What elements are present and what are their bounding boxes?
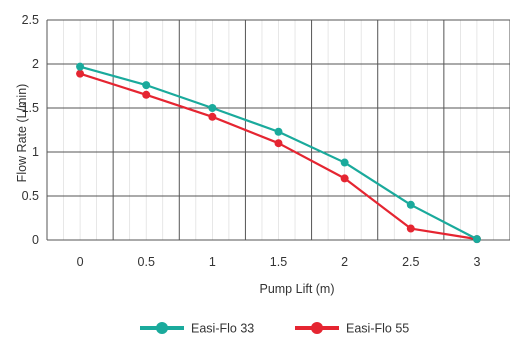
- data-point: [208, 104, 217, 112]
- x-tick-label: 3: [473, 255, 480, 269]
- data-point: [406, 200, 415, 209]
- data-point: [142, 90, 151, 99]
- x-tick-label: 1: [209, 255, 216, 269]
- y-tick-label: 0.5: [22, 189, 39, 203]
- x-tick-label: 0: [77, 255, 84, 269]
- y-tick-label: 2: [32, 57, 39, 71]
- y-tick-label: 1.5: [22, 101, 39, 115]
- x-tick-label: 1.5: [270, 255, 287, 269]
- data-point: [472, 235, 481, 244]
- legend-label: Easi-Flo 55: [346, 322, 409, 336]
- legend-item: Easi-Flo 33: [140, 322, 254, 336]
- y-axis-ticks: 0 0.5 1 1.5 2 2.5: [22, 13, 39, 247]
- series-layer: [76, 62, 481, 244]
- data-point: [142, 81, 151, 90]
- data-point: [76, 62, 85, 71]
- x-tick-label: 2: [341, 255, 348, 269]
- data-point: [406, 224, 415, 233]
- x-tick-label: 0.5: [138, 255, 155, 269]
- data-point: [76, 69, 85, 78]
- legend: Easi-Flo 33 Easi-Flo 55: [140, 322, 409, 336]
- data-point: [208, 112, 217, 121]
- series-2: [76, 69, 481, 244]
- y-tick-label: 0: [32, 233, 39, 247]
- legend-swatch-marker: [156, 322, 168, 334]
- y-axis-title: Flow Rate (L/min): [15, 84, 29, 183]
- y-tick-label: 1: [32, 145, 39, 159]
- series-1: [76, 62, 481, 244]
- x-tick-label: 2.5: [402, 255, 419, 269]
- data-point: [274, 127, 283, 136]
- x-axis-ticks: 0 0.5 1 1.5 2 2.5 3: [77, 255, 481, 269]
- y-tick-label: 2.5: [22, 13, 39, 27]
- legend-item: Easi-Flo 55: [295, 322, 409, 336]
- x-axis-title: Pump Lift (m): [259, 282, 334, 296]
- legend-swatch-marker: [311, 322, 323, 334]
- data-point: [274, 139, 283, 148]
- data-point: [340, 174, 349, 183]
- data-point: [340, 158, 349, 167]
- legend-label: Easi-Flo 33: [191, 322, 254, 336]
